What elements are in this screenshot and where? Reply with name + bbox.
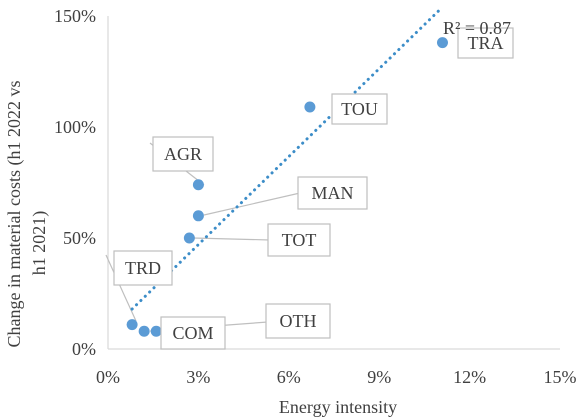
x-tick-label: 6% — [277, 367, 301, 387]
x-tick-label: 9% — [367, 367, 391, 387]
y-tick-label: 100% — [54, 117, 96, 137]
y-axis-title-line-2: h1 2021) — [29, 211, 50, 276]
data-point-man — [192, 210, 204, 222]
x-tick-label: 12% — [453, 367, 486, 387]
point-labels: TRA TOU AGR MAN TOT TRD COM OTH — [113, 27, 514, 350]
axes: 0% 3% 6% 9% 12% 15% 0% 50% 100% 150% — [54, 6, 577, 387]
y-axis-title-line-1: Change in material costs (h1 2022 vs — [4, 81, 25, 348]
x-tick-label: 3% — [186, 367, 210, 387]
data-point-tot — [183, 232, 195, 244]
x-axis-title: Energy intensity — [279, 397, 397, 417]
label-box-tou — [331, 93, 388, 125]
data-point-agr — [192, 179, 204, 191]
point-label-tot: TOT — [282, 230, 317, 250]
r-squared-label: R² = 0.87 — [443, 18, 511, 38]
data-points — [126, 37, 448, 337]
trendline-path — [130, 5, 444, 311]
data-point-oth — [150, 325, 162, 337]
label-box-oth — [265, 303, 331, 339]
data-point-com — [138, 325, 150, 337]
x-tick-label: 0% — [96, 367, 120, 387]
point-label-com: COM — [172, 323, 213, 343]
point-label-tra: TRA — [468, 33, 504, 53]
trendline — [130, 5, 444, 311]
y-tick-label: 50% — [63, 228, 96, 248]
leader-line-tot — [192, 237, 271, 241]
point-label-trd: TRD — [125, 258, 161, 278]
point-label-agr: AGR — [164, 144, 202, 164]
point-label-tou: TOU — [341, 99, 378, 119]
x-tick-label: 15% — [544, 367, 577, 387]
point-label-oth: OTH — [280, 311, 317, 331]
label-box-agr — [152, 136, 214, 172]
y-tick-label: 150% — [54, 6, 96, 26]
y-tick-label: 0% — [72, 339, 96, 359]
label-box-com — [160, 316, 226, 350]
callouts — [105, 96, 350, 332]
label-box-tra — [457, 27, 514, 59]
label-box-tot — [267, 223, 331, 257]
point-label-man: MAN — [311, 183, 353, 203]
label-box-trd — [113, 250, 173, 286]
label-box-man — [297, 176, 368, 210]
data-point-tou — [304, 101, 316, 113]
data-point-trd — [126, 319, 138, 331]
leader-line-man — [203, 192, 301, 216]
data-point-tra — [436, 37, 448, 49]
